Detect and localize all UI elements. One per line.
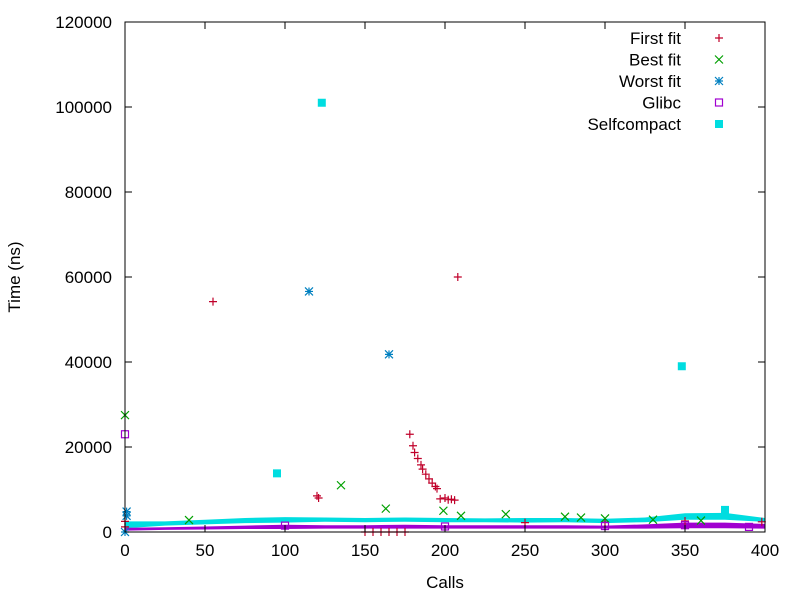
point-worst-fit — [304, 287, 314, 296]
x-tick-label: 350 — [671, 541, 699, 560]
point-best-fit — [456, 511, 466, 521]
point-best-fit — [560, 512, 570, 522]
y-tick-label: 120000 — [55, 13, 112, 32]
point-best-fit — [576, 513, 586, 522]
point-first-fit — [453, 273, 462, 281]
point-first-fit — [681, 516, 689, 525]
legend-marker — [714, 55, 724, 64]
legend-item-best-fit: Best fit — [629, 51, 724, 70]
y-tick-label: 0 — [103, 523, 112, 542]
point-worst-fit — [122, 507, 132, 517]
legend-label: Best fit — [629, 51, 681, 70]
y-tick-label: 80000 — [65, 183, 112, 202]
point-selfcompact — [721, 505, 729, 514]
legend-item-worst-fit: Worst fit — [619, 72, 724, 91]
y-axis-label: Time (ns) — [5, 241, 24, 312]
legend-marker — [715, 120, 723, 128]
legend-marker — [714, 98, 724, 107]
y-tick-label: 60000 — [65, 268, 112, 287]
legend-label: First fit — [630, 29, 681, 48]
point-first-fit — [425, 474, 433, 483]
legend-item-selfcompact: Selfcompact — [587, 115, 723, 134]
point-worst-fit — [122, 511, 132, 521]
point-first-fit — [757, 517, 766, 526]
point-first-fit — [418, 465, 427, 474]
y-tick-label: 100000 — [55, 98, 112, 117]
point-first-fit — [209, 297, 217, 306]
point-best-fit — [600, 513, 610, 523]
point-best-fit — [336, 480, 346, 490]
point-best-fit — [501, 509, 511, 519]
legend: First fit Best fit Worst fit Glibc Selfcompa… — [587, 29, 724, 134]
point-first-fit — [405, 430, 414, 439]
y-tick-label: 20000 — [65, 438, 112, 457]
legend-marker — [715, 34, 723, 42]
point-first-fit — [450, 496, 459, 505]
legend-label: Worst fit — [619, 72, 681, 91]
y-tick-label: 40000 — [65, 353, 112, 372]
point-best-fit — [648, 515, 658, 525]
x-tick-label: 100 — [271, 541, 299, 560]
point-first-fit — [409, 441, 417, 450]
point-best-fit — [696, 516, 706, 525]
x-tick-labels: 0 50 100 150 200 250 300 350 400 — [120, 541, 779, 560]
x-tick-label: 200 — [431, 541, 459, 560]
point-best-fit — [184, 515, 194, 525]
x-tick-label: 0 — [120, 541, 129, 560]
legend-item-glibc: Glibc — [642, 94, 724, 113]
point-first-fit — [436, 494, 445, 503]
legend-label: Selfcompact — [587, 115, 681, 134]
point-first-fit — [421, 470, 430, 479]
point-first-fit — [410, 448, 419, 457]
legend-label: Glibc — [642, 94, 681, 113]
x-axis-label: Calls — [426, 573, 464, 592]
point-first-fit — [433, 484, 441, 493]
point-glibc — [744, 522, 754, 532]
legend-item-first-fit: First fit — [630, 29, 723, 48]
point-best-fit — [381, 504, 391, 514]
x-tick-label: 250 — [511, 541, 539, 560]
x-tick-label: 300 — [591, 541, 619, 560]
point-worst-fit — [384, 349, 394, 359]
point-selfcompact — [273, 469, 281, 478]
point-best-fit — [438, 506, 448, 516]
x-tick-label: 400 — [751, 541, 779, 560]
x-tick-label: 50 — [196, 541, 215, 560]
point-selfcompact — [317, 98, 326, 107]
legend-marker — [714, 76, 724, 86]
x-tick-label: 150 — [351, 541, 379, 560]
point-first-fit — [413, 454, 422, 463]
y-tick-labels: 0 20000 40000 60000 80000 100000 120000 — [55, 13, 112, 542]
point-first-fit — [314, 494, 323, 502]
band-selfcompact — [125, 512, 765, 529]
point-first-fit — [417, 460, 425, 469]
point-selfcompact — [677, 362, 686, 371]
axis-ticks — [124, 21, 766, 533]
